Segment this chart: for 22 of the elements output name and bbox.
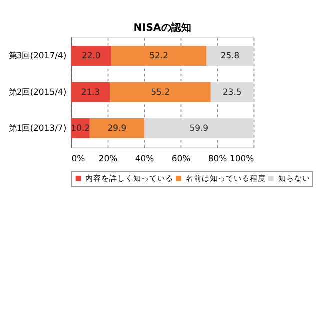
legend-label: 知らない xyxy=(278,174,310,184)
legend-label: 名前は知っている程度 xyxy=(186,174,266,184)
data-label: 59.9 xyxy=(190,122,209,133)
x-tick-label: 40% xyxy=(135,153,154,164)
y-tick-label: 第1回(2013/7) xyxy=(8,122,67,133)
data-label: 23.5 xyxy=(222,86,242,97)
data-label: 52.2 xyxy=(150,50,169,61)
data-label: 25.8 xyxy=(220,50,240,61)
x-tick-label: 60% xyxy=(172,153,191,164)
data-label: 55.2 xyxy=(151,86,170,97)
legend-label: 内容を詳しく知っている xyxy=(86,174,174,184)
data-label: 10.2 xyxy=(71,122,90,133)
x-tick-label: 0% xyxy=(72,153,86,164)
x-tick-label: 80% xyxy=(208,153,228,164)
x-tick-label: 20% xyxy=(98,153,118,164)
y-tick-label: 第2回(2015/4) xyxy=(8,86,67,97)
data-label: 29.9 xyxy=(108,122,127,133)
y-tick-label: 第3回(2017/4) xyxy=(8,50,67,61)
x-tick-label: 100% xyxy=(230,153,254,164)
data-label: 21.3 xyxy=(81,86,100,97)
data-label: 22.0 xyxy=(82,50,101,61)
chart-title: NISAの認知 xyxy=(134,22,192,34)
